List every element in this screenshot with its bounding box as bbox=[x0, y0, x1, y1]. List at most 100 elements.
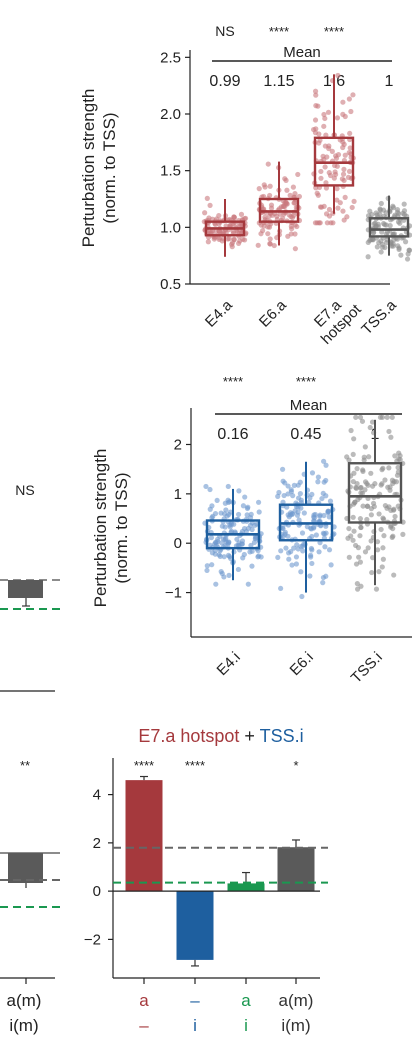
data-point bbox=[350, 451, 356, 458]
data-point bbox=[390, 533, 396, 539]
significance-label: **** bbox=[223, 374, 243, 389]
data-point bbox=[323, 180, 329, 186]
data-point bbox=[341, 166, 347, 172]
data-point bbox=[397, 220, 403, 226]
data-point bbox=[386, 428, 392, 435]
bar bbox=[277, 847, 315, 892]
data-point bbox=[401, 201, 407, 207]
data-point bbox=[258, 231, 264, 237]
mean-value: 0.99 bbox=[209, 73, 240, 90]
data-point bbox=[368, 538, 374, 544]
data-point bbox=[353, 414, 359, 420]
data-point bbox=[219, 540, 225, 546]
data-point bbox=[360, 503, 366, 509]
data-point bbox=[261, 193, 267, 200]
data-point bbox=[267, 183, 273, 189]
data-point bbox=[364, 516, 370, 523]
data-point bbox=[381, 516, 387, 523]
data-point bbox=[209, 562, 215, 568]
data-point bbox=[283, 177, 289, 183]
data-point bbox=[332, 162, 338, 169]
partial-left-panels: NS ** a(m) i(m) bbox=[0, 482, 60, 1035]
data-point bbox=[362, 549, 369, 555]
data-point bbox=[365, 545, 371, 551]
data-point bbox=[235, 566, 242, 573]
data-point bbox=[292, 246, 298, 252]
data-point bbox=[289, 562, 295, 568]
data-point bbox=[354, 581, 360, 587]
data-point bbox=[362, 444, 368, 450]
data-point bbox=[326, 213, 333, 219]
data-point bbox=[317, 220, 323, 226]
data-point bbox=[241, 551, 247, 558]
y-tick-label: −2 bbox=[84, 931, 101, 948]
data-point bbox=[307, 495, 313, 501]
data-point bbox=[323, 477, 329, 484]
data-point bbox=[379, 564, 385, 570]
data-point bbox=[346, 96, 352, 102]
y-tick-label: 1.0 bbox=[160, 219, 181, 236]
data-point bbox=[340, 144, 346, 151]
data-point bbox=[225, 483, 231, 490]
data-point bbox=[236, 488, 242, 494]
data-point bbox=[362, 487, 368, 493]
x-tick-label: E6.a bbox=[256, 296, 290, 330]
data-point bbox=[369, 483, 376, 489]
data-point bbox=[268, 205, 275, 211]
data-point bbox=[375, 547, 381, 553]
data-point bbox=[221, 554, 227, 560]
data-point bbox=[295, 482, 301, 488]
data-point bbox=[267, 192, 273, 199]
data-point bbox=[326, 206, 333, 213]
data-point bbox=[299, 593, 305, 600]
data-point bbox=[334, 186, 340, 192]
data-point bbox=[370, 237, 376, 243]
data-point bbox=[298, 569, 304, 575]
data-point bbox=[404, 256, 411, 262]
data-point bbox=[271, 242, 277, 249]
data-point bbox=[206, 215, 212, 221]
data-point bbox=[282, 204, 288, 210]
data-point bbox=[383, 222, 389, 228]
data-point bbox=[406, 247, 412, 253]
data-point bbox=[323, 132, 329, 138]
bar bbox=[125, 780, 163, 892]
data-point bbox=[311, 514, 317, 520]
mean-heading: Mean bbox=[290, 397, 328, 414]
data-point bbox=[327, 172, 334, 179]
data-point bbox=[351, 528, 357, 534]
data-point bbox=[239, 541, 245, 547]
data-point bbox=[212, 510, 219, 517]
x-tick-label: E6.i bbox=[287, 649, 317, 679]
data-point bbox=[337, 200, 343, 206]
data-point bbox=[307, 573, 313, 579]
data-point bbox=[350, 478, 356, 485]
data-point bbox=[394, 472, 401, 478]
data-point bbox=[378, 200, 384, 207]
data-point bbox=[373, 586, 380, 592]
data-point bbox=[238, 211, 245, 217]
data-point bbox=[334, 115, 341, 121]
data-point bbox=[379, 467, 385, 473]
data-point bbox=[391, 572, 397, 578]
data-point bbox=[320, 580, 326, 586]
y-tick-label: 0 bbox=[174, 535, 182, 552]
data-point bbox=[304, 524, 310, 530]
data-point bbox=[296, 193, 302, 200]
data-point bbox=[324, 220, 330, 226]
data-point bbox=[349, 204, 355, 211]
data-point bbox=[275, 493, 281, 499]
data-point bbox=[326, 547, 333, 553]
data-point bbox=[315, 474, 322, 480]
data-point bbox=[353, 485, 359, 491]
data-point bbox=[342, 152, 348, 158]
data-point bbox=[322, 164, 328, 170]
data-point bbox=[341, 177, 347, 184]
data-point bbox=[291, 482, 297, 488]
data-point bbox=[342, 113, 348, 120]
x-tick-label-line: TSS.i bbox=[348, 649, 386, 687]
data-point bbox=[318, 175, 324, 181]
significance-label: **** bbox=[134, 758, 154, 773]
data-point bbox=[275, 554, 281, 561]
data-point bbox=[282, 480, 288, 486]
